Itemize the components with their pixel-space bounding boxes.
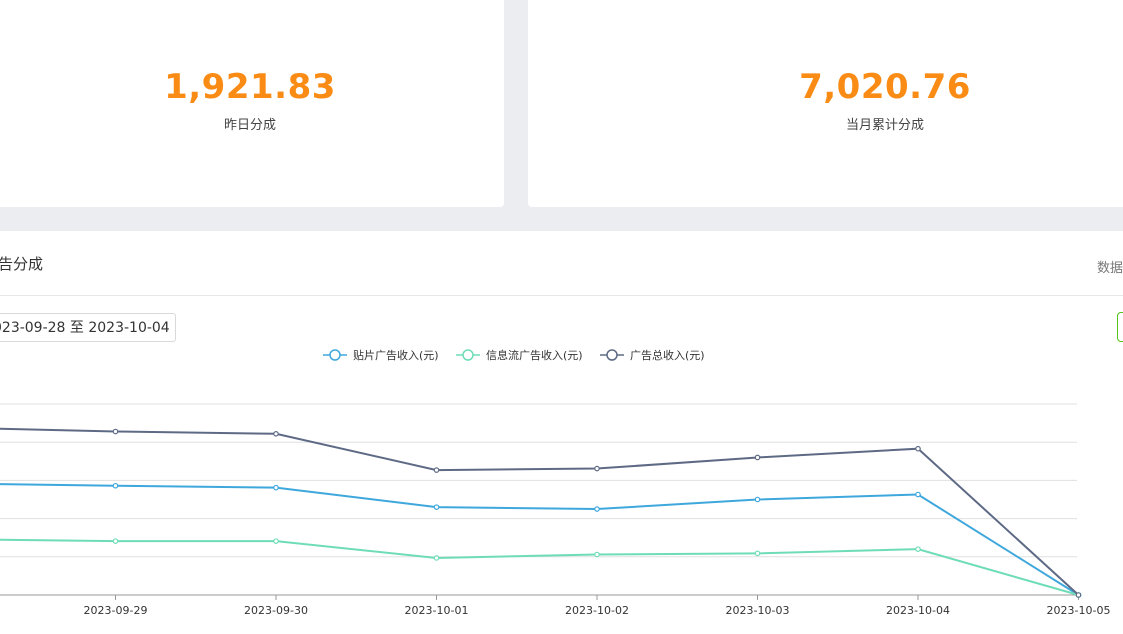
- data-point: [594, 506, 600, 512]
- x-tick-label: 2023-10-02: [565, 604, 629, 617]
- yesterday-revenue-value: 1,921.83: [164, 67, 336, 107]
- legend-marker: [606, 349, 618, 361]
- legend-marker: [462, 349, 474, 361]
- month-revenue-card: 7,020.76 当月累计分成: [528, 0, 1123, 207]
- data-point: [754, 454, 761, 461]
- series-line-3: [0, 427, 1080, 596]
- data-point: [112, 482, 119, 489]
- x-tick-label: 2023-10-01: [405, 604, 469, 617]
- x-tick-label: 2023-09-30: [244, 604, 308, 617]
- data-point: [915, 491, 921, 498]
- legend-label: 广告总收入(元): [630, 348, 705, 362]
- data-point: [273, 430, 279, 437]
- data-point: [594, 465, 600, 472]
- yesterday-revenue-card: 1,921.83 昨日分成: [0, 0, 504, 207]
- x-tick-label: 2023-10-04: [886, 604, 950, 617]
- x-tick-label: 2023-09-29: [84, 604, 148, 617]
- month-revenue-label: 当月累计分成: [845, 118, 924, 133]
- legend-label: 贴片广告收入(元): [353, 348, 439, 362]
- legend-label: 信息流广告收入(元): [486, 348, 583, 362]
- data-point: [433, 467, 440, 473]
- data-point: [273, 538, 279, 544]
- yesterday-revenue-label: 昨日分成: [223, 118, 276, 133]
- data-point: [273, 484, 279, 491]
- data-point: [112, 428, 119, 435]
- data-point: [112, 538, 119, 544]
- data-point: [915, 445, 921, 452]
- data-point: [594, 551, 600, 558]
- legend-marker: [329, 349, 341, 361]
- series-line-1: [0, 483, 1080, 596]
- data-point: [433, 555, 440, 561]
- date-range-picker[interactable]: 023-09-28 至 2023-10-04: [0, 313, 176, 342]
- month-revenue-value: 7,020.76: [799, 67, 971, 107]
- data-point: [754, 550, 761, 557]
- export-button[interactable]: [1117, 312, 1123, 342]
- x-tick-label: 2023-10-03: [726, 604, 790, 617]
- series-line-2: [0, 538, 1079, 596]
- data-point: [1075, 592, 1082, 598]
- data-point: [754, 496, 761, 503]
- data-point: [433, 504, 440, 510]
- data-point: [915, 546, 921, 552]
- panel-divider: [0, 295, 1123, 296]
- panel-title: 告分成: [0, 255, 44, 273]
- panel-right-link[interactable]: 数据: [1096, 261, 1123, 276]
- date-range-value: 023-09-28 至 2023-10-04: [0, 320, 170, 336]
- x-tick-label: 2023-10-05: [1047, 604, 1111, 617]
